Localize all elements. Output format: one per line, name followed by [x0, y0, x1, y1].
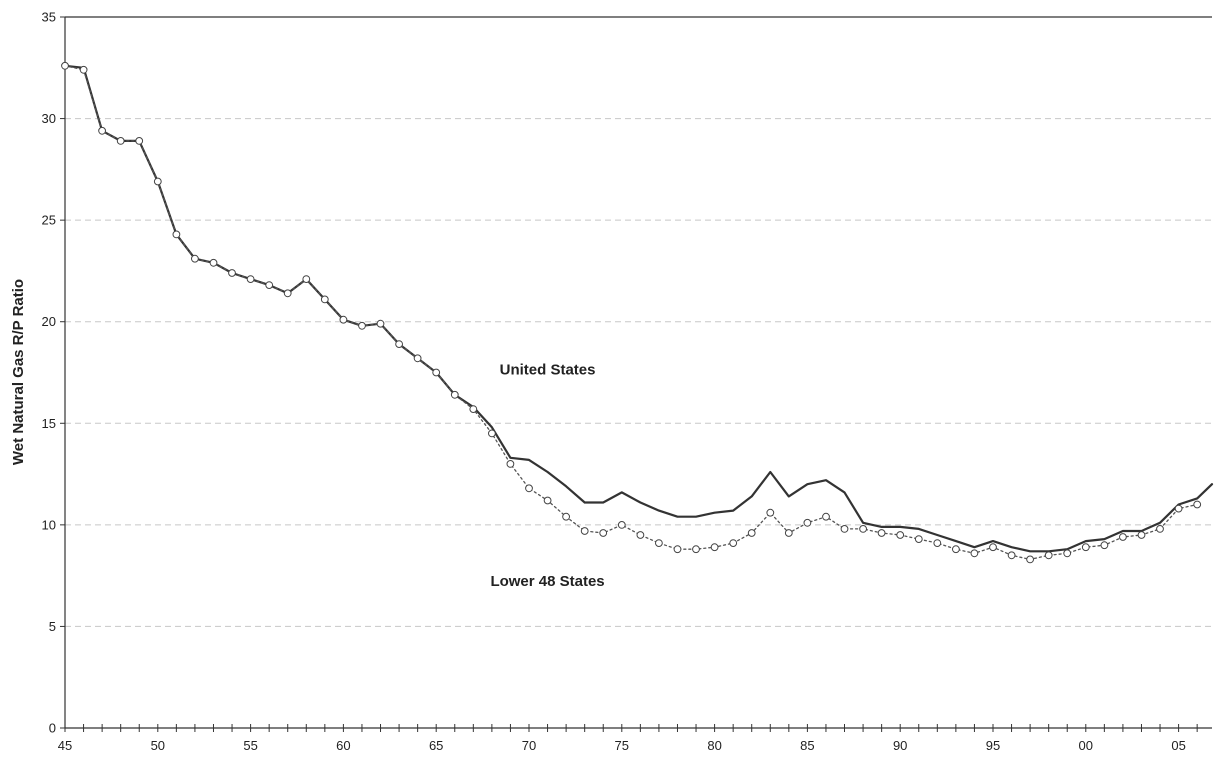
- x-tick-label-55: 55: [243, 738, 257, 753]
- point-lower-48-1972: [562, 512, 570, 521]
- point-lower-48-1994: [970, 549, 979, 558]
- point-lower-48-1947: [98, 126, 106, 135]
- series-markers: [61, 61, 1202, 564]
- point-lower-48-1961: [358, 321, 366, 330]
- point-lower-48-1984: [784, 529, 793, 537]
- point-lower-48-1945: [61, 61, 69, 70]
- point-lower-48-1954: [228, 269, 236, 277]
- point-lower-48-1987: [840, 525, 849, 533]
- series-line-lower-48-states: [64, 65, 1198, 561]
- point-lower-48-1999: [1063, 549, 1072, 558]
- point-lower-48-2002: [1119, 533, 1127, 541]
- x-tick-label-95: 95: [986, 738, 1000, 753]
- y-tick-label-10: 10: [42, 517, 56, 532]
- point-lower-48-2000: [1081, 543, 1090, 552]
- point-lower-48-1949: [135, 137, 144, 145]
- point-lower-48-1948: [116, 137, 125, 145]
- y-tick-label-0: 0: [49, 721, 56, 736]
- x-tick-label-60: 60: [336, 738, 350, 753]
- x-tick-label-80: 80: [707, 738, 721, 753]
- point-lower-48-1962: [376, 319, 385, 328]
- y-tick-label-20: 20: [42, 314, 56, 329]
- point-lower-48-1969: [506, 460, 515, 468]
- point-lower-48-1963: [395, 340, 404, 349]
- point-lower-48-1970: [525, 484, 533, 493]
- point-lower-48-1952: [191, 254, 199, 263]
- point-lower-48-2001: [1100, 541, 1109, 550]
- point-lower-48-1991: [914, 535, 923, 543]
- point-lower-48-1983: [766, 508, 775, 517]
- point-lower-48-1992: [933, 539, 942, 547]
- point-lower-48-2004: [1156, 525, 1164, 533]
- point-lower-48-1982: [747, 529, 756, 537]
- point-lower-48-1967: [469, 405, 478, 414]
- point-lower-48-1988: [859, 525, 867, 533]
- point-lower-48-1958: [302, 275, 311, 284]
- point-lower-48-1960: [339, 315, 348, 324]
- y-tick-label-35: 35: [42, 10, 56, 25]
- point-lower-48-1996: [1007, 551, 1016, 560]
- x-tick-label-00: 00: [1079, 738, 1093, 753]
- point-lower-48-2006: [1193, 500, 1202, 509]
- point-lower-48-1959: [320, 295, 329, 304]
- point-lower-48-1957: [283, 289, 292, 298]
- y-tick-label-5: 5: [49, 619, 56, 634]
- point-lower-48-1985: [803, 518, 812, 527]
- point-lower-48-1993: [952, 545, 960, 554]
- point-lower-48-1968: [488, 429, 496, 438]
- point-lower-48-1965: [432, 368, 441, 377]
- y-tick-label-30: 30: [42, 111, 56, 126]
- point-lower-48-1956: [265, 281, 274, 290]
- point-lower-48-1951: [172, 230, 181, 239]
- point-lower-48-1997: [1026, 555, 1034, 564]
- y-axis-title: Wet Natural Gas R/P Ratio: [10, 279, 27, 465]
- point-lower-48-1974: [599, 529, 608, 537]
- x-tick-label-85: 85: [800, 738, 814, 753]
- point-lower-48-2003: [1137, 531, 1146, 539]
- series-line-united-states: [63, 64, 1214, 553]
- point-lower-48-1979: [692, 545, 700, 554]
- x-tick-label-65: 65: [429, 738, 443, 753]
- point-lower-48-1973: [580, 527, 589, 535]
- point-lower-48-1989: [877, 529, 886, 537]
- x-tick-label-90: 90: [893, 738, 907, 753]
- point-lower-48-1946: [79, 65, 88, 74]
- labels: Wet Natural Gas R/P Ratio United States …: [10, 279, 605, 590]
- point-lower-48-1955: [246, 275, 255, 284]
- annotation-lower-48-states: Lower 48 States: [490, 573, 604, 590]
- point-lower-48-1977: [655, 539, 663, 547]
- x-tick-label-75: 75: [615, 738, 629, 753]
- annotation-united-states: United States: [500, 362, 596, 379]
- point-lower-48-1995: [989, 543, 997, 552]
- x-tick-label-50: 50: [151, 738, 165, 753]
- y-tick-label-15: 15: [42, 416, 56, 431]
- point-lower-48-1986: [822, 512, 830, 521]
- point-lower-48-1981: [729, 539, 738, 547]
- point-lower-48-1966: [450, 390, 459, 399]
- x-tick-label-70: 70: [522, 738, 536, 753]
- point-lower-48-1976: [636, 531, 645, 539]
- x-tick-label-05: 05: [1171, 738, 1185, 753]
- point-lower-48-1980: [710, 543, 719, 552]
- point-lower-48-1971: [543, 496, 552, 505]
- point-lower-48-1975: [617, 521, 626, 529]
- point-lower-48-1953: [209, 258, 218, 267]
- series-lines: [63, 64, 1214, 561]
- point-lower-48-1998: [1044, 551, 1053, 560]
- y-tick-label-25: 25: [42, 213, 56, 228]
- point-lower-48-1950: [153, 177, 162, 186]
- x-tick-label-45: 45: [58, 738, 72, 753]
- point-lower-48-1990: [896, 531, 905, 539]
- point-lower-48-1978: [673, 545, 682, 554]
- point-lower-48-1964: [413, 354, 422, 363]
- point-lower-48-2005: [1174, 504, 1183, 513]
